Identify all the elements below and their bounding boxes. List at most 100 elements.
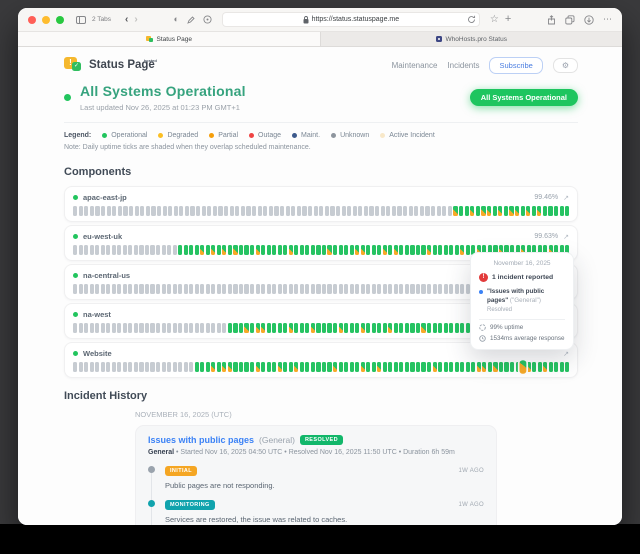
uptime-tick[interactable] — [172, 284, 177, 294]
new-tab-icon[interactable]: + — [504, 13, 512, 25]
uptime-tick[interactable] — [89, 206, 94, 216]
uptime-tick[interactable] — [543, 362, 548, 372]
uptime-tick[interactable] — [266, 245, 271, 255]
uptime-tick[interactable] — [307, 206, 313, 216]
uptime-tick[interactable] — [399, 323, 404, 333]
uptime-tick[interactable] — [144, 284, 150, 294]
uptime-tick[interactable] — [454, 323, 459, 333]
uptime-tick[interactable] — [233, 362, 238, 372]
uptime-tick[interactable] — [427, 362, 432, 372]
uptime-tick[interactable] — [296, 206, 301, 216]
uptime-tick[interactable] — [95, 284, 100, 294]
uptime-tick[interactable] — [404, 362, 410, 372]
uptime-tick[interactable] — [366, 362, 371, 372]
uptime-tick[interactable] — [73, 284, 78, 294]
uptime-tick[interactable] — [498, 206, 503, 216]
uptime-tick[interactable] — [360, 323, 365, 333]
uptime-tick[interactable] — [410, 245, 415, 255]
pen-icon[interactable] — [187, 15, 195, 24]
uptime-tick[interactable] — [404, 284, 410, 294]
uptime-tick[interactable] — [150, 284, 155, 294]
uptime-tick[interactable] — [78, 284, 83, 294]
uptime-tick[interactable] — [565, 362, 570, 372]
uptime-tick[interactable] — [475, 206, 480, 216]
uptime-tick[interactable] — [216, 245, 221, 255]
uptime-tick[interactable] — [288, 362, 293, 372]
tab-whohosts[interactable]: WhoHosts.pro Status — [321, 32, 623, 46]
uptime-tick[interactable] — [382, 362, 387, 372]
uptime-tick[interactable] — [299, 284, 304, 294]
uptime-tick[interactable] — [172, 245, 177, 255]
component-expand-icon[interactable]: ↗ — [563, 350, 569, 358]
uptime-tick[interactable] — [465, 323, 470, 333]
component-expand-icon[interactable]: ↗ — [563, 194, 569, 202]
uptime-tick[interactable] — [224, 206, 229, 216]
uptime-tick[interactable] — [84, 284, 89, 294]
uptime-tick[interactable] — [205, 362, 210, 372]
uptime-tick[interactable] — [332, 362, 338, 372]
sidebar-toggle-icon[interactable] — [76, 15, 86, 24]
uptime-tick[interactable] — [352, 206, 357, 216]
uptime-tick[interactable] — [84, 206, 89, 216]
uptime-tick[interactable] — [211, 245, 216, 255]
uptime-tick[interactable] — [471, 362, 476, 372]
uptime-tick[interactable] — [283, 362, 288, 372]
uptime-tick[interactable] — [100, 284, 105, 294]
uptime-tick[interactable] — [465, 245, 470, 255]
uptime-tick[interactable] — [151, 206, 156, 216]
uptime-tick[interactable] — [338, 245, 343, 255]
uptime-tick[interactable] — [277, 323, 282, 333]
uptime-tick[interactable] — [559, 362, 564, 372]
uptime-tick[interactable] — [155, 245, 161, 255]
uptime-tick[interactable] — [266, 284, 271, 294]
uptime-tick[interactable] — [419, 206, 425, 216]
uptime-tick[interactable] — [89, 323, 94, 333]
uptime-tick[interactable] — [366, 323, 371, 333]
uptime-tick[interactable] — [514, 206, 520, 216]
settings-gear-button[interactable]: ⚙ — [552, 57, 578, 73]
uptime-tick[interactable] — [111, 284, 116, 294]
uptime-tick[interactable] — [268, 206, 273, 216]
uptime-tick[interactable] — [272, 284, 277, 294]
uptime-tick[interactable] — [565, 245, 570, 255]
uptime-tick[interactable] — [84, 362, 89, 372]
uptime-tick[interactable] — [380, 206, 385, 216]
forward-button[interactable]: › — [134, 14, 138, 25]
uptime-tick[interactable] — [106, 323, 111, 333]
uptime-tick[interactable] — [509, 362, 515, 372]
uptime-tick[interactable] — [305, 323, 310, 333]
uptime-tick[interactable] — [123, 206, 128, 216]
component-expand-icon[interactable]: ↗ — [563, 233, 569, 241]
uptime-tick[interactable] — [355, 245, 360, 255]
uptime-tick[interactable] — [454, 284, 459, 294]
uptime-tick[interactable] — [111, 323, 116, 333]
uptime-tick[interactable] — [305, 245, 310, 255]
uptime-tick[interactable] — [111, 245, 116, 255]
uptime-tick[interactable] — [78, 323, 83, 333]
uptime-tick[interactable] — [526, 362, 531, 372]
uptime-tick[interactable] — [133, 284, 138, 294]
uptime-tick[interactable] — [189, 284, 194, 294]
uptime-tick[interactable] — [338, 362, 343, 372]
uptime-tick[interactable] — [465, 284, 470, 294]
uptime-tick[interactable] — [447, 206, 452, 216]
subscribe-button[interactable]: Subscribe — [489, 56, 543, 74]
more-options-icon[interactable]: ⋯ — [602, 14, 612, 24]
uptime-tick[interactable] — [305, 362, 310, 372]
uptime-tick[interactable] — [449, 245, 454, 255]
uptime-tick[interactable] — [377, 362, 382, 372]
uptime-tick[interactable] — [194, 323, 199, 333]
uptime-tick[interactable] — [332, 323, 338, 333]
uptime-tick[interactable] — [161, 284, 166, 294]
uptime-tick[interactable] — [106, 206, 111, 216]
uptime-tick[interactable] — [122, 323, 127, 333]
uptime-tick[interactable] — [117, 323, 122, 333]
uptime-tick[interactable] — [196, 206, 201, 216]
uptime-tick[interactable] — [89, 362, 94, 372]
uptime-tick[interactable] — [227, 245, 233, 255]
uptime-tick[interactable] — [391, 206, 397, 216]
uptime-tick[interactable] — [464, 206, 469, 216]
uptime-tick[interactable] — [421, 362, 426, 372]
uptime-tick[interactable] — [211, 284, 216, 294]
uptime-tick[interactable] — [207, 206, 212, 216]
